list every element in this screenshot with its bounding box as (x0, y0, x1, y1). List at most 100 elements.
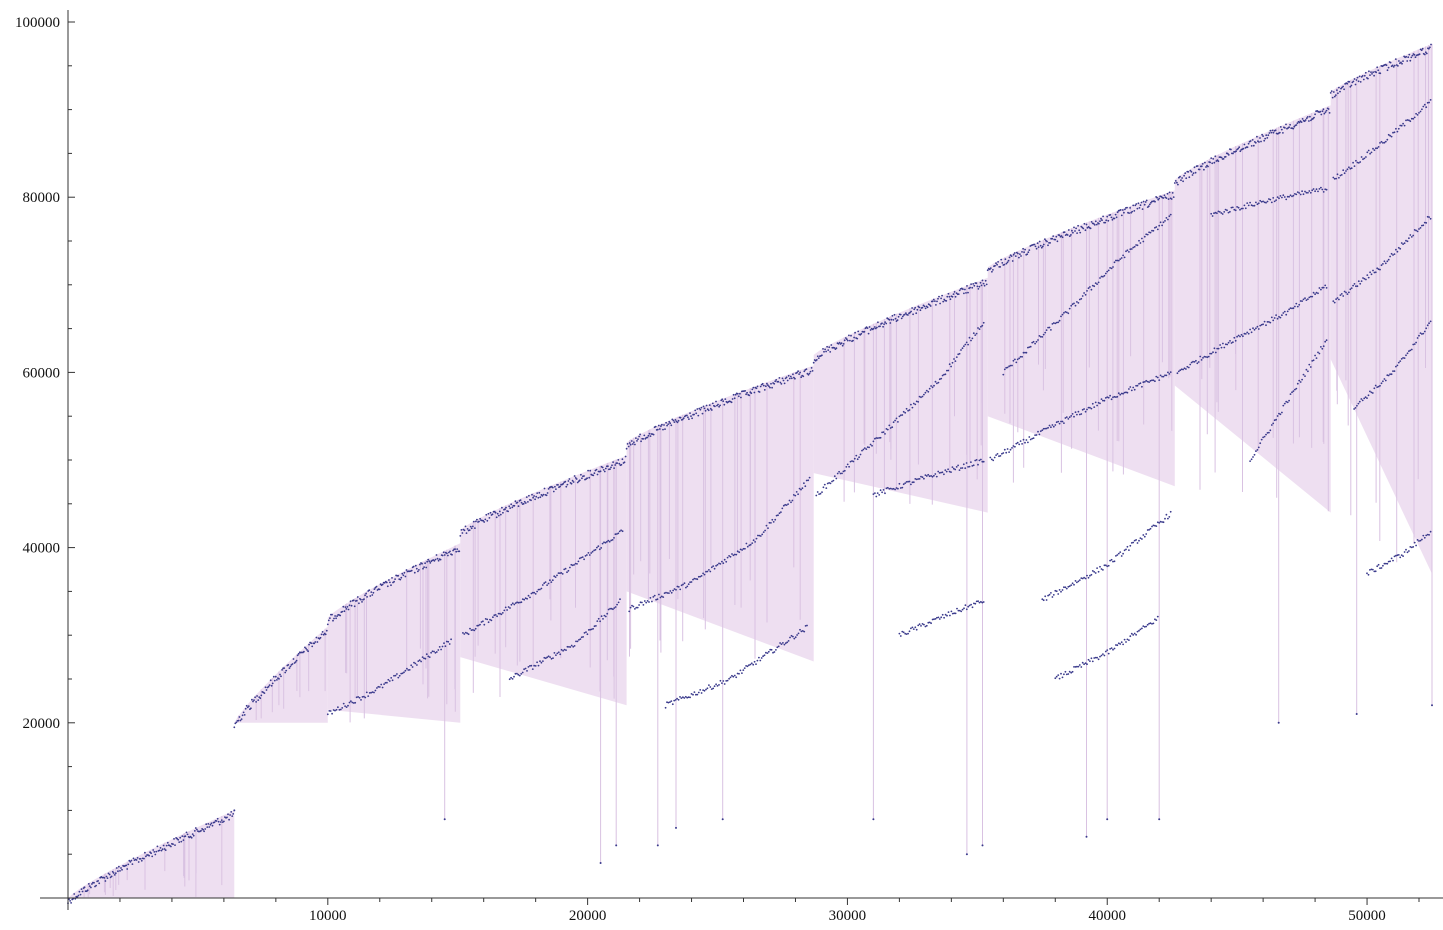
branch-13-point (1317, 190, 1319, 193)
branch-1-point (476, 624, 479, 627)
data-point (1006, 261, 1009, 264)
data-point (422, 567, 424, 570)
branch-17-point (1363, 397, 1366, 400)
branch-4-point (766, 652, 769, 654)
branch-2-point (526, 670, 528, 672)
branch-16-point (1428, 216, 1430, 219)
branch-14-point (1318, 352, 1321, 355)
branch-1-point (600, 547, 603, 549)
branch-6-point (876, 492, 879, 494)
branch-3-point (781, 507, 784, 510)
branch-15-point (1413, 116, 1416, 119)
branch-9-point (1074, 304, 1077, 307)
branch-16-point (1383, 260, 1386, 263)
branch-1-point (519, 601, 521, 604)
branch-9-point (1122, 254, 1124, 257)
data-point (769, 386, 771, 389)
data-point (427, 558, 430, 561)
data-point (1357, 80, 1360, 83)
branch-2-point (589, 628, 592, 631)
data-point (441, 554, 444, 557)
data-point (1170, 198, 1173, 200)
branch-2-point (516, 672, 518, 675)
branch-10-point (1156, 521, 1159, 524)
data-point (881, 322, 883, 325)
branch-14-point (1305, 368, 1308, 371)
data-point (1401, 62, 1403, 65)
branch-12-point (1217, 347, 1220, 350)
data-point (554, 485, 556, 488)
branch-11-point (1122, 643, 1124, 646)
branch-7-point (917, 624, 920, 627)
branch-18-point (1415, 544, 1417, 547)
branch-13-point (1272, 197, 1275, 199)
data-point (936, 300, 938, 303)
branch-5-point (951, 361, 954, 364)
branch-8-point (1126, 391, 1129, 394)
branch-17-point (1390, 373, 1393, 376)
data-point (1252, 144, 1255, 147)
branch-4-point (746, 665, 749, 668)
x-tick-label-0: 10000 (309, 908, 347, 924)
data-point (404, 575, 407, 578)
branch-9-point (1109, 267, 1111, 269)
branch-12-point (1199, 355, 1202, 358)
data-point (361, 601, 363, 603)
branch-12-point (1322, 286, 1325, 289)
data-point (200, 829, 202, 832)
data-point (1429, 46, 1431, 49)
branch-0-point (335, 708, 338, 711)
branch-8-point (1090, 407, 1093, 410)
y-tick-label-0: 20000 (23, 716, 61, 732)
branch-13-point (1325, 188, 1328, 191)
branch-12-point (1234, 339, 1237, 342)
branch-5-point (928, 387, 931, 390)
data-point (828, 346, 831, 349)
data-point (1398, 60, 1400, 62)
branch-2-point (614, 606, 617, 608)
branch-4-point (800, 630, 803, 633)
data-point (1367, 77, 1369, 80)
branch-7-point (938, 618, 941, 620)
branch-0-point (398, 674, 401, 677)
branch-10-point (1133, 539, 1136, 542)
data-point (110, 875, 113, 878)
branch-9-point (1099, 277, 1101, 279)
data-point (528, 494, 530, 497)
branch-2-point (550, 657, 553, 660)
data-point (216, 817, 219, 820)
data-point (1104, 221, 1107, 224)
data-point (313, 642, 316, 645)
data-point (788, 377, 791, 380)
branch-3-point (772, 521, 775, 523)
branch-4-point (699, 689, 702, 691)
branch-5-point (821, 491, 823, 493)
data-point (207, 823, 210, 825)
branch-1-point (489, 618, 491, 621)
data-point (1296, 122, 1299, 125)
branch-3-point (655, 598, 657, 601)
branch-7-point (918, 623, 921, 626)
data-point (1012, 253, 1015, 256)
branch-0-point (424, 657, 427, 660)
branch-12-point (1240, 333, 1243, 336)
branch-11-point (1116, 644, 1119, 647)
data-point (91, 883, 93, 885)
branch-11-point (1084, 662, 1087, 665)
data-point (963, 292, 965, 295)
branch-4-point (709, 686, 712, 688)
branch-2-point (592, 627, 594, 630)
branch-7-point (944, 613, 947, 616)
branch-6-point (955, 466, 958, 468)
data-point (1019, 253, 1021, 256)
branch-6-point (894, 488, 896, 491)
branch-5-point (878, 437, 881, 439)
branch-1-point (521, 598, 524, 600)
branch-7-point (951, 612, 954, 615)
data-point (1078, 229, 1081, 232)
branch-14-point (1252, 456, 1254, 458)
branch-9-point (1044, 331, 1047, 334)
data-point (1406, 60, 1409, 62)
branch-6-point (879, 489, 882, 492)
data-point (1204, 161, 1206, 164)
